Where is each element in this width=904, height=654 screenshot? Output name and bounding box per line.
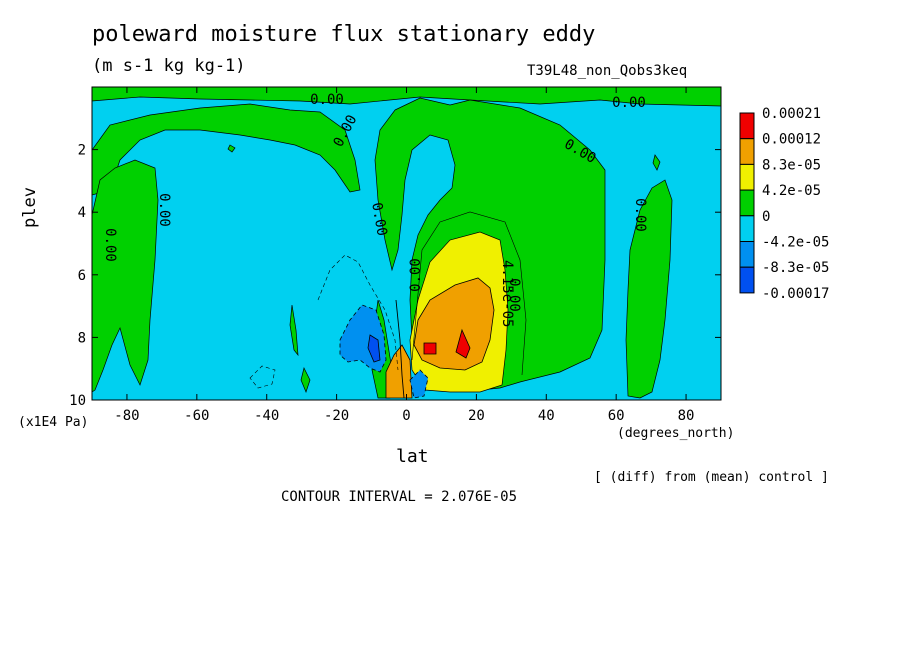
x-axis-units: (degrees_north)	[617, 426, 735, 441]
green-small-3	[227, 144, 236, 153]
contour-label: 0.00	[408, 258, 424, 292]
y-tick-label: 6	[78, 268, 86, 284]
green-top-band	[92, 87, 721, 107]
x-tick-label: -80	[114, 408, 139, 424]
colorbar-swatch	[739, 189, 755, 217]
colorbar: 0.00021 0.00012 8.3e-05 4.2e-05 0 -4.2e-05 -8.…	[739, 106, 829, 302]
chart-title: poleward moisture flux stationary eddy	[92, 22, 596, 47]
colorbar-label: 0.00012	[762, 132, 821, 148]
field-layer	[92, 87, 721, 400]
contour-label-text: 4.15e-05	[499, 260, 515, 327]
run-name: T39L48_non_Qobs3keq	[527, 63, 688, 79]
colorbar-label: 8.3e-05	[762, 157, 821, 173]
colorbar-label: 0.00021	[762, 106, 821, 122]
colorbar-label: -0.00017	[762, 286, 829, 302]
x-tick-label: 80	[678, 408, 695, 424]
contour-label-text: 0.00	[368, 201, 390, 237]
y-tick-label: 4	[78, 205, 86, 221]
colorbar-label: -8.3e-05	[762, 260, 829, 276]
x-ticks: -80 -60 -40 -20 0 20 40 60 80	[114, 87, 694, 424]
y-tick-label: 10	[69, 393, 86, 409]
y-axis-units: (x1E4 Pa)	[18, 415, 89, 430]
green-small-4	[652, 154, 661, 171]
contour-label-text: 0.00	[156, 193, 172, 227]
y-tick-label: 2	[78, 143, 86, 159]
contour-label: 0.00	[612, 95, 646, 111]
colorbar-label: 4.2e-05	[762, 183, 821, 199]
diff-note: [ (diff) from (mean) control ]	[594, 470, 829, 485]
x-tick-label: -20	[324, 408, 349, 424]
positive-contour-1	[411, 211, 527, 376]
red-nh-peak-2	[455, 328, 471, 359]
contour-label: 4.15e-05	[499, 260, 515, 327]
colorbar-swatch	[739, 138, 755, 165]
blue-eq-lower	[409, 369, 429, 399]
contour-interval: CONTOUR INTERVAL = 2.076E-05	[281, 489, 518, 505]
positive-contour-2	[395, 299, 405, 399]
green-small-2	[300, 366, 311, 393]
contour-label: 0.00	[632, 198, 648, 232]
colorbar-swatch	[739, 266, 755, 294]
colorbar-label: -4.2e-05	[762, 235, 829, 251]
contour-label: 0.00	[506, 278, 522, 312]
y-tick-label: 8	[78, 330, 86, 346]
x-tick-label: -60	[184, 408, 209, 424]
green-sh-upper	[92, 103, 361, 196]
x-tick-label: 0	[402, 408, 410, 424]
x-tick-label: 40	[538, 408, 555, 424]
y-ticks: 2 4 6 8 10	[69, 143, 721, 409]
colorbar-swatch	[739, 112, 755, 140]
green-nh-column	[625, 179, 673, 399]
contour-label: 0.00	[368, 201, 390, 237]
colorbar-label: 0	[762, 209, 770, 225]
contour-label-text: 0.00	[632, 198, 648, 232]
x-tick-label: 60	[608, 408, 625, 424]
negative-contour-2	[249, 365, 276, 389]
contour-label-text: 0.00	[506, 278, 522, 312]
contour-label-text: 0.00	[612, 95, 646, 111]
darkblue-sh-min	[367, 334, 381, 363]
contour-label-text: 0.00	[408, 258, 424, 292]
negative-contour-1	[317, 254, 399, 371]
contour-label-text: 0.00	[310, 92, 344, 108]
red-nh-peak-1	[423, 342, 437, 355]
orange-eq-lower	[385, 344, 413, 399]
green-sh-column	[92, 159, 159, 393]
green-small-1	[289, 304, 299, 357]
x-tick-label: -40	[254, 408, 279, 424]
contour-label-text: 0.00	[102, 228, 118, 262]
chart-units: (m s-1 kg kg-1)	[92, 56, 246, 76]
x-axis-label: lat	[396, 446, 429, 467]
colorbar-swatch	[739, 215, 755, 243]
colorbar-swatch	[739, 241, 755, 268]
contour-label: 0.00	[310, 92, 344, 108]
colorbar-swatch	[739, 163, 755, 191]
contour-label: 0.00	[156, 193, 172, 227]
x-tick-label: 20	[468, 408, 485, 424]
contour-label: 0.00	[102, 228, 118, 262]
